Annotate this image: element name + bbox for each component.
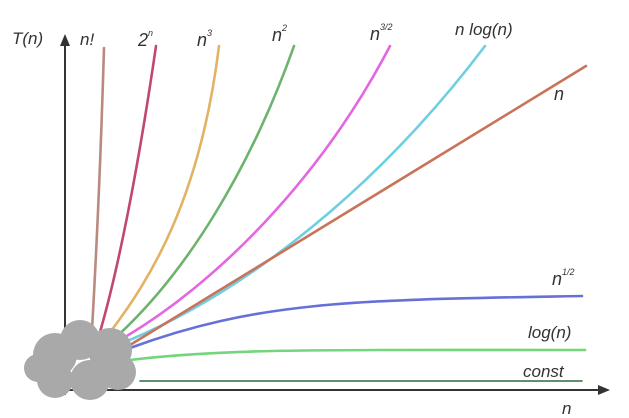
x-axis-arrow — [598, 385, 610, 395]
label-log: log(n) — [528, 323, 571, 342]
label-n32: n3/2 — [370, 22, 393, 44]
y-axis-arrow — [60, 34, 70, 46]
y-axis-label: T(n) — [12, 29, 43, 48]
label-cubic: n3 — [197, 28, 212, 50]
curve-nlogn — [123, 44, 487, 344]
origin-cloud — [24, 320, 136, 400]
x-axis-label: n — [562, 399, 571, 418]
curves — [90, 44, 588, 382]
label-linear: n — [554, 84, 564, 104]
curve-log — [128, 348, 587, 362]
curve-exponential — [98, 44, 158, 334]
curve-sqrt — [128, 294, 584, 350]
label-nlogn: n log(n) — [455, 20, 513, 39]
labels: T(n) n n! 2n n3 n2 n3/2 n log(n) n n1/2 — [12, 20, 575, 418]
curve-n32 — [118, 44, 392, 342]
curve-factorial — [90, 46, 106, 332]
curve-linear — [128, 64, 588, 347]
curve-cubic — [106, 44, 221, 337]
label-constant: const — [523, 362, 565, 381]
label-exponential: 2n — [137, 28, 153, 50]
label-sqrt: n1/2 — [552, 267, 575, 289]
label-factorial: n! — [80, 30, 94, 49]
curve-quadratic — [113, 44, 296, 340]
label-quadratic: n2 — [272, 23, 287, 45]
